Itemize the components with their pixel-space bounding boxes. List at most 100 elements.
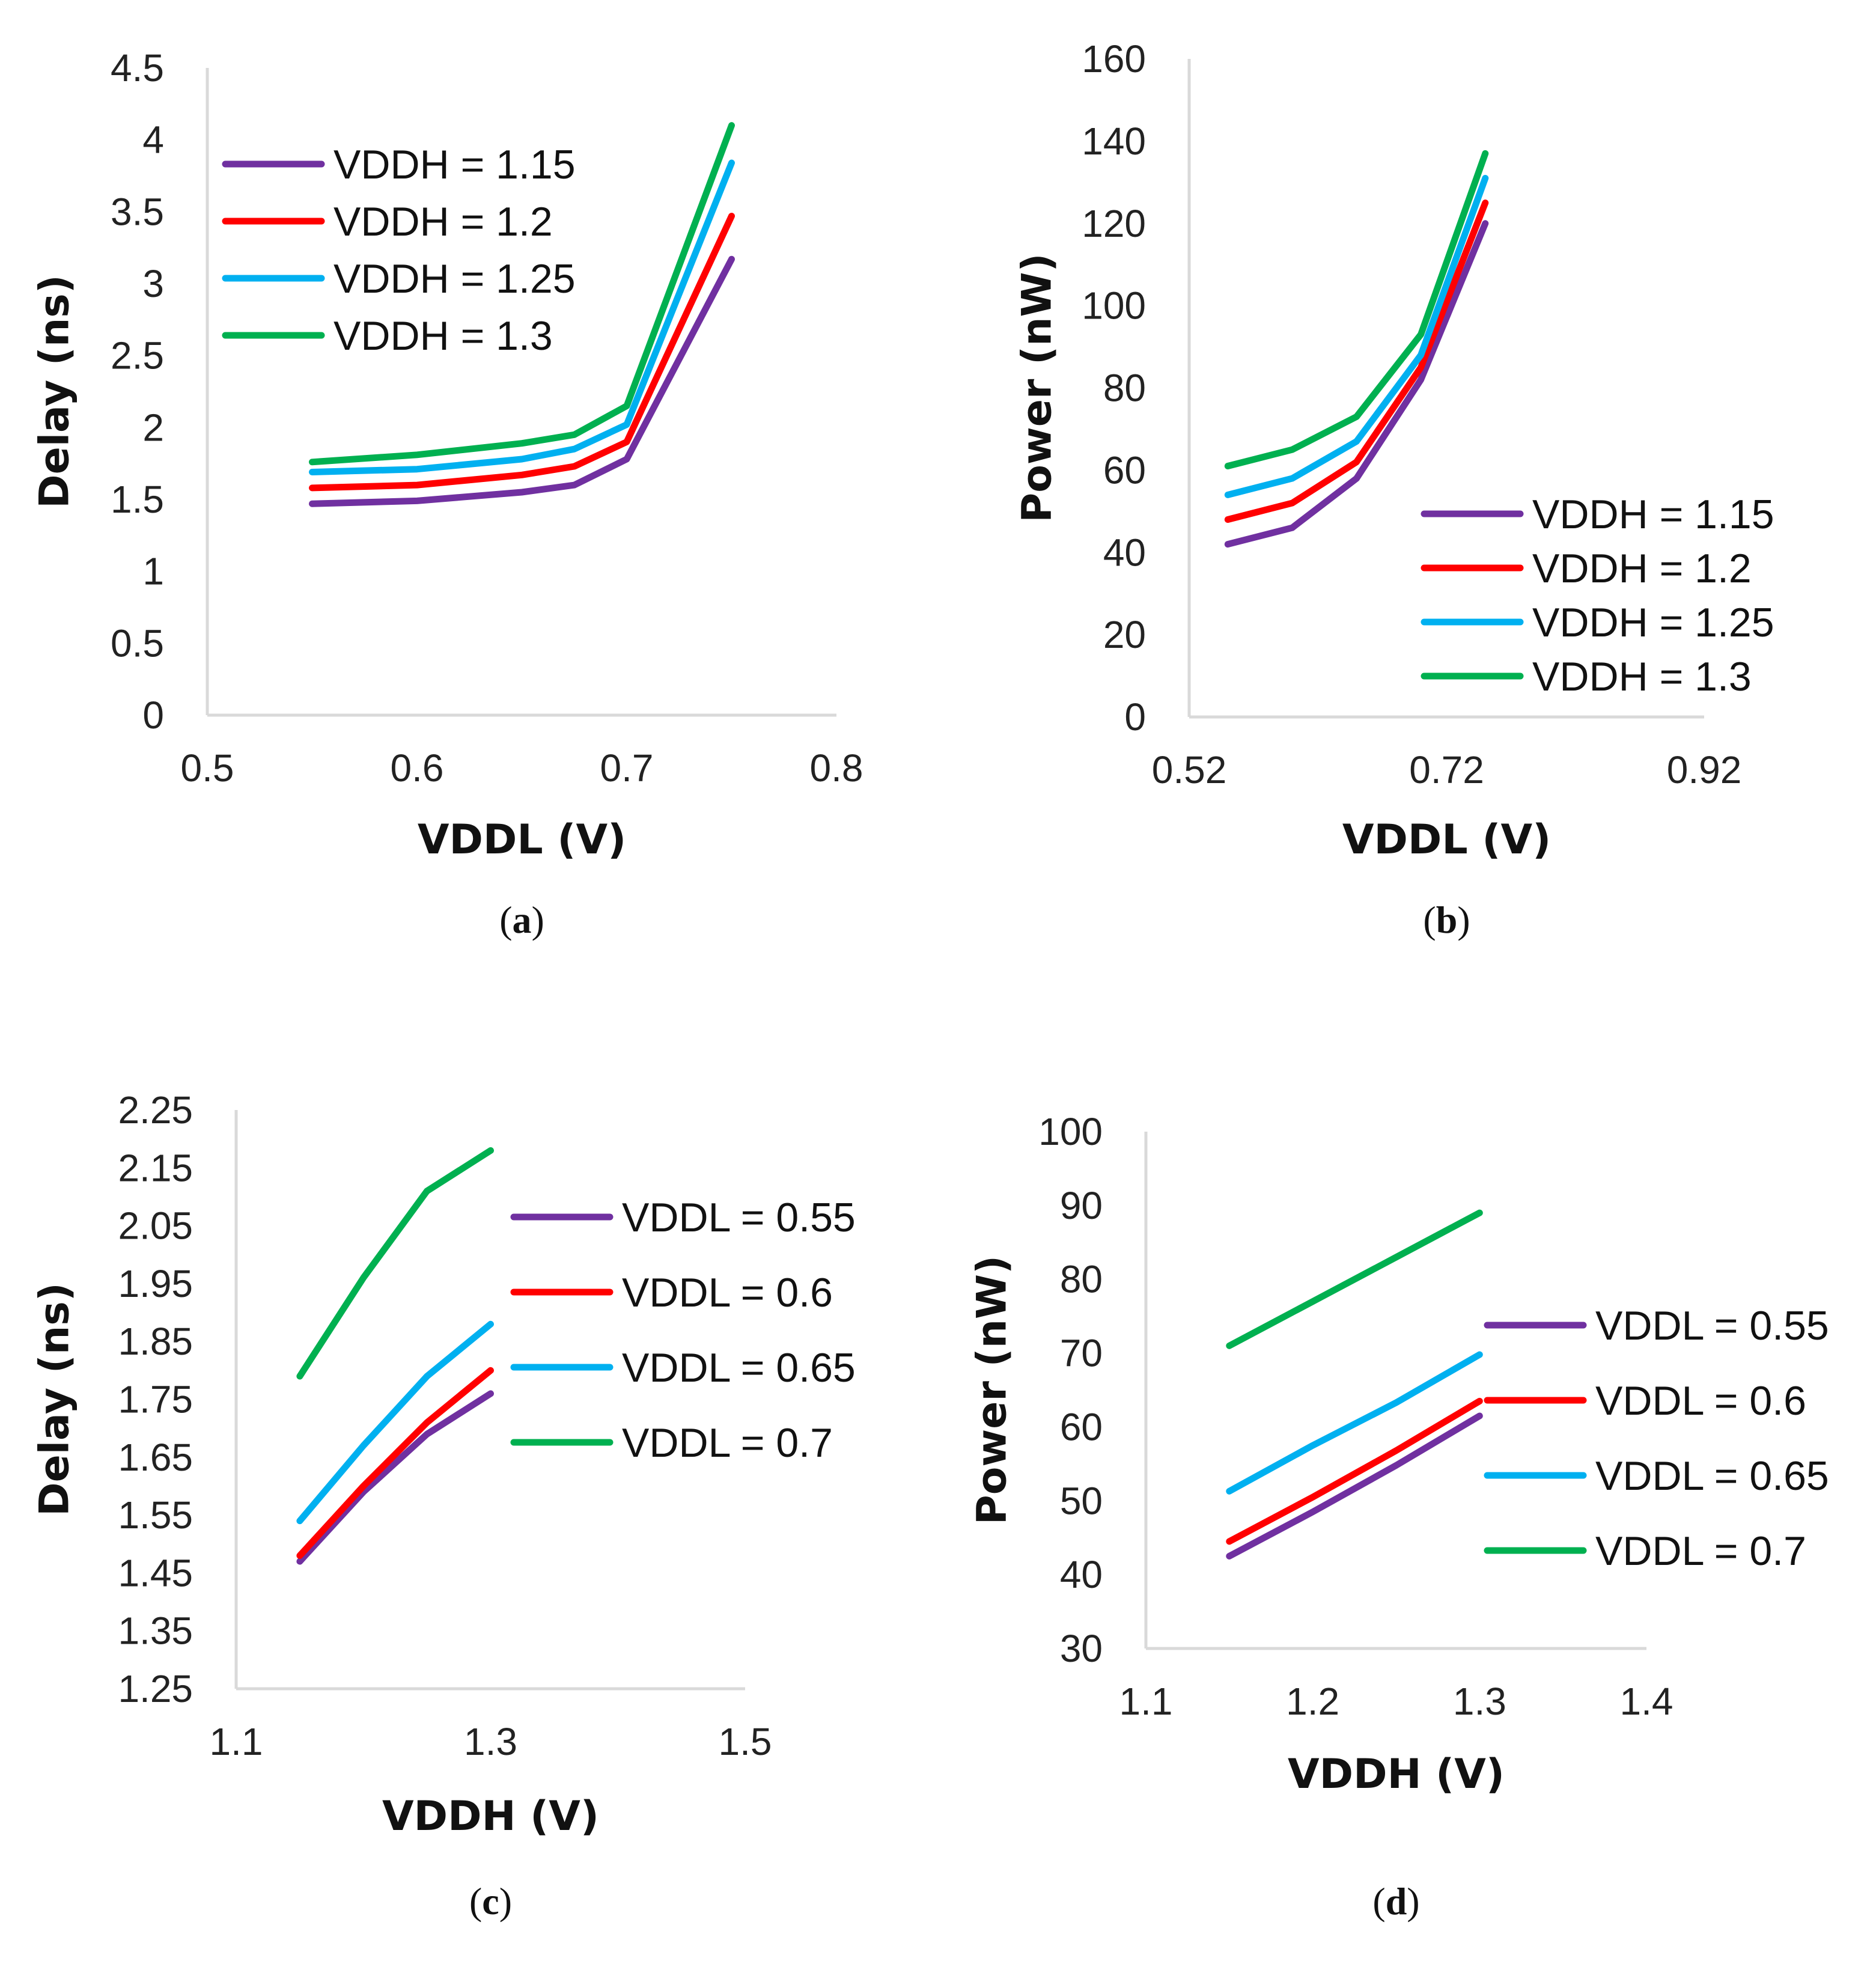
y-tick-label: 1.25 <box>118 1667 193 1710</box>
legend-label: VDDL = 0.6 <box>622 1270 833 1316</box>
x-axis-title: VDDH (V) <box>382 1793 599 1840</box>
series-line-2 <box>309 213 735 492</box>
y-axis-title: Delay (ns) <box>31 275 79 508</box>
y-tick-label: 1.75 <box>118 1378 193 1421</box>
series-line-3 <box>296 1320 494 1525</box>
y-tick-label: 2.15 <box>118 1146 193 1189</box>
y-tick-label: 40 <box>1060 1553 1103 1596</box>
y-tick-label: 120 <box>1082 202 1146 245</box>
x-tick-label: 1.4 <box>1620 1680 1673 1723</box>
series-line-4 <box>1224 150 1489 469</box>
series-line-4 <box>296 1147 494 1380</box>
legend-label: VDDH = 1.15 <box>333 142 576 188</box>
legend-label: VDDL = 0.7 <box>622 1420 833 1466</box>
legend-label: VDDH = 1.2 <box>333 199 553 245</box>
y-tick-label: 90 <box>1060 1184 1103 1227</box>
y-tick-label: 70 <box>1060 1332 1103 1375</box>
x-tick-label: 0.72 <box>1409 748 1484 791</box>
x-tick-label: 0.52 <box>1152 748 1227 791</box>
legend-label: VDDH = 1.2 <box>1532 546 1752 591</box>
y-tick-label: 40 <box>1103 531 1146 574</box>
series-line-2 <box>1224 200 1489 523</box>
y-tick-label: 3.5 <box>111 190 164 233</box>
x-tick-label: 0.8 <box>810 746 863 790</box>
chart-b: 0 20 40 60 80 100 120 140 160 0.52 0.72 0.92 VDDL (V… <box>1014 37 1774 941</box>
y-tick-label: 0 <box>1124 695 1146 739</box>
series-line-3 <box>1224 175 1489 498</box>
legend-label: VDDH = 1.25 <box>1532 600 1774 645</box>
x-tick-label: 1.3 <box>1453 1680 1506 1723</box>
y-tick-label: 1 <box>142 550 164 593</box>
legend-label: VDDH = 1.15 <box>1532 492 1774 537</box>
legend-label: VDDL = 0.65 <box>622 1345 856 1391</box>
panel-label: (d) <box>1372 1880 1419 1923</box>
legend: VDDH = 1.15 VDDH = 1.2 VDDH = 1.25 VDDH = 1… <box>222 142 576 359</box>
y-tick-label: 2.05 <box>118 1204 193 1248</box>
x-tick-label: 1.1 <box>1119 1680 1173 1723</box>
x-tick-label: 0.5 <box>181 746 234 790</box>
y-tick-label: 100 <box>1038 1110 1103 1153</box>
y-axis-title: Power (nW) <box>969 1255 1016 1525</box>
y-tick-label: 30 <box>1060 1627 1103 1670</box>
x-tick-label: 0.92 <box>1667 748 1742 791</box>
y-tick-label: 1.65 <box>118 1436 193 1479</box>
series-line-4 <box>309 122 735 466</box>
y-tick-label: 2.25 <box>118 1088 193 1132</box>
y-tick-label: 80 <box>1060 1258 1103 1301</box>
series-line-1 <box>1226 1412 1483 1560</box>
y-tick-label: 80 <box>1103 367 1146 410</box>
y-tick-label: 2 <box>142 406 164 449</box>
legend: VDDL = 0.55 VDDL = 0.6 VDDL = 0.65 VDDL = 0… <box>510 1195 856 1466</box>
chart-c: 1.25 1.35 1.45 1.55 1.65 1.75 1.85 1.95 2.05 2.15… <box>31 1088 856 1923</box>
x-tick-label: 1.3 <box>464 1720 517 1763</box>
series-line-3 <box>309 159 735 475</box>
series-line-1 <box>309 255 735 507</box>
y-tick-label: 60 <box>1103 448 1146 492</box>
x-tick-label: 1.5 <box>719 1720 772 1763</box>
y-tick-label: 160 <box>1082 37 1146 81</box>
legend-label: VDDH = 1.25 <box>333 256 576 302</box>
panel-label: (b) <box>1423 898 1470 941</box>
legend-label: VDDL = 0.65 <box>1595 1453 1829 1499</box>
y-tick-label: 50 <box>1060 1479 1103 1522</box>
y-tick-label: 0 <box>142 694 164 737</box>
y-tick-label: 140 <box>1082 120 1146 163</box>
y-tick-label: 60 <box>1060 1405 1103 1448</box>
series-line-2 <box>1226 1397 1483 1545</box>
x-tick-label: 0.6 <box>391 746 444 790</box>
y-tick-label: 100 <box>1082 284 1146 328</box>
legend: VDDH = 1.15 VDDH = 1.2 VDDH = 1.25 VDDH = 1… <box>1421 492 1774 700</box>
series-line-4 <box>1226 1209 1483 1349</box>
y-tick-label: 2.5 <box>111 334 164 377</box>
panel-label: (c) <box>469 1880 512 1923</box>
y-tick-label: 1.55 <box>118 1493 193 1537</box>
legend: VDDL = 0.55 VDDL = 0.6 VDDL = 0.65 VDDL = 0… <box>1484 1303 1829 1574</box>
panel-label: (a) <box>499 898 544 941</box>
y-tick-label: 3 <box>142 262 164 305</box>
series-line-3 <box>1226 1351 1483 1495</box>
series-line-1 <box>1224 220 1489 548</box>
y-tick-label: 1.85 <box>118 1320 193 1363</box>
x-tick-label: 1.2 <box>1286 1680 1339 1723</box>
y-tick-label: 1.5 <box>111 478 164 521</box>
y-tick-label: 1.45 <box>118 1551 193 1594</box>
y-axis-title: Power (nW) <box>1014 253 1061 522</box>
series-line-2 <box>296 1367 494 1559</box>
x-tick-label: 0.7 <box>600 746 654 790</box>
legend-label: VDDL = 0.6 <box>1595 1378 1806 1424</box>
legend-label: VDDL = 0.55 <box>1595 1303 1829 1349</box>
y-tick-label: 1.35 <box>118 1609 193 1653</box>
x-axis-title: VDDH (V) <box>1288 1751 1505 1798</box>
x-axis-title: VDDL (V) <box>1342 816 1551 864</box>
y-tick-label: 20 <box>1103 613 1146 656</box>
x-axis-title: VDDL (V) <box>418 816 626 864</box>
series-line-1 <box>296 1390 494 1565</box>
legend-label: VDDH = 1.3 <box>333 313 553 359</box>
y-axis-title: Delay (ns) <box>31 1282 79 1516</box>
legend-label: VDDL = 0.55 <box>622 1195 856 1240</box>
y-tick-label: 0.5 <box>111 621 164 665</box>
chart-d: 30 40 50 60 70 80 90 100 1.1 1.2 1.3 1.4 VDDH (V) Pow… <box>969 1110 1829 1923</box>
y-tick-label: 4.5 <box>111 46 164 90</box>
y-tick-label: 1.95 <box>118 1262 193 1305</box>
